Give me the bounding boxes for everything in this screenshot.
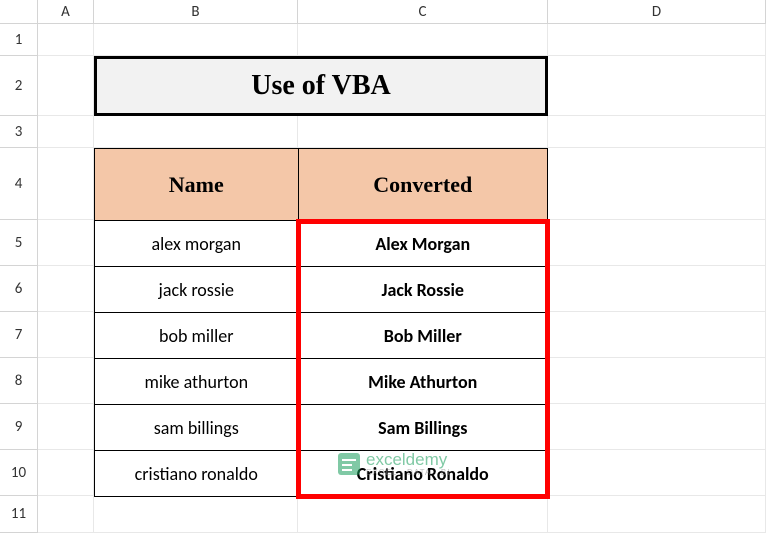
header-name[interactable]: Name xyxy=(95,149,299,221)
cell-converted-text: Cristiano Ronaldo xyxy=(357,463,489,485)
cell-a10[interactable] xyxy=(38,450,94,496)
table-header-row: Name Converted xyxy=(95,149,548,221)
cell-converted-text: Bob Miller xyxy=(384,325,462,347)
cell-converted[interactable]: Alex Morgan xyxy=(298,221,547,267)
table-row: mike athurton Mike Athurton xyxy=(95,359,548,405)
row-header-11[interactable]: 11 xyxy=(0,496,38,533)
col-header-c[interactable]: C xyxy=(298,0,548,24)
title-merged-cell[interactable]: Use of VBA xyxy=(94,56,548,116)
row-header-8[interactable]: 8 xyxy=(0,358,38,404)
row-1: 1 xyxy=(0,24,767,56)
cell-b1[interactable] xyxy=(94,24,298,56)
cell-name[interactable]: alex morgan xyxy=(95,221,299,267)
cell-a7[interactable] xyxy=(38,312,94,358)
col-header-b[interactable]: B xyxy=(94,0,298,24)
cell-a1[interactable] xyxy=(38,24,94,56)
table-row: cristiano ronaldo Cristiano Ronaldo xyxy=(95,451,548,497)
header-converted[interactable]: Converted xyxy=(298,149,547,221)
cell-name-text: alex morgan xyxy=(152,233,241,255)
title-text: Use of VBA xyxy=(251,70,390,102)
cell-name[interactable]: bob miller xyxy=(95,313,299,359)
table-row: bob miller Bob Miller xyxy=(95,313,548,359)
cell-c1[interactable] xyxy=(298,24,548,56)
cell-name[interactable]: jack rossie xyxy=(95,267,299,313)
cell-b3[interactable] xyxy=(94,116,298,148)
cell-d9[interactable] xyxy=(548,404,766,450)
table-row: sam billings Sam Billings xyxy=(95,405,548,451)
cell-d4[interactable] xyxy=(548,148,766,220)
row-header-2[interactable]: 2 xyxy=(0,56,38,116)
cell-a3[interactable] xyxy=(38,116,94,148)
cell-a5[interactable] xyxy=(38,220,94,266)
cell-converted-text: Mike Athurton xyxy=(368,371,477,393)
spreadsheet-grid: A B C D 1 2 3 4 5 6 xyxy=(0,0,767,559)
cell-a9[interactable] xyxy=(38,404,94,450)
cell-converted[interactable]: Cristiano Ronaldo xyxy=(298,451,547,497)
row-header-1[interactable]: 1 xyxy=(0,24,38,56)
header-name-text: Name xyxy=(169,172,224,197)
cell-d11[interactable] xyxy=(548,496,766,533)
cell-name-text: jack rossie xyxy=(159,279,234,301)
cell-converted[interactable]: Bob Miller xyxy=(298,313,547,359)
cell-a11[interactable] xyxy=(38,496,94,533)
row-header-3[interactable]: 3 xyxy=(0,116,38,148)
row-header-4[interactable]: 4 xyxy=(0,148,38,220)
cell-a8[interactable] xyxy=(38,358,94,404)
cell-d10[interactable] xyxy=(548,450,766,496)
cell-name-text: bob miller xyxy=(159,325,233,347)
row-header-10[interactable]: 10 xyxy=(0,450,38,496)
row-11: 11 xyxy=(0,496,767,533)
row-header-5[interactable]: 5 xyxy=(0,220,38,266)
cell-d3[interactable] xyxy=(548,116,766,148)
cell-converted-text: Alex Morgan xyxy=(375,233,470,255)
col-header-a[interactable]: A xyxy=(38,0,94,24)
col-header-d[interactable]: D xyxy=(548,0,766,24)
cell-d7[interactable] xyxy=(548,312,766,358)
cell-name[interactable]: mike athurton xyxy=(95,359,299,405)
table-row: jack rossie Jack Rossie xyxy=(95,267,548,313)
cell-a6[interactable] xyxy=(38,266,94,312)
row-3: 3 xyxy=(0,116,767,148)
cell-converted[interactable]: Mike Athurton xyxy=(298,359,547,405)
cell-a2[interactable] xyxy=(38,56,94,116)
row-header-9[interactable]: 9 xyxy=(0,404,38,450)
cell-converted-text: Jack Rossie xyxy=(382,279,464,301)
select-all-corner[interactable] xyxy=(0,0,38,24)
table-row: alex morgan Alex Morgan xyxy=(95,221,548,267)
cell-converted-text: Sam Billings xyxy=(378,417,467,439)
cell-name-text: mike athurton xyxy=(144,371,248,393)
row-header-7[interactable]: 7 xyxy=(0,312,38,358)
cell-a4[interactable] xyxy=(38,148,94,220)
row-header-6[interactable]: 6 xyxy=(0,266,38,312)
header-converted-text: Converted xyxy=(373,172,472,197)
cell-c3[interactable] xyxy=(298,116,548,148)
cell-d6[interactable] xyxy=(548,266,766,312)
cell-converted[interactable]: Sam Billings xyxy=(298,405,547,451)
cell-name-text: cristiano ronaldo xyxy=(135,463,258,485)
cell-d2[interactable] xyxy=(548,56,766,116)
cell-b11[interactable] xyxy=(94,496,298,533)
cell-name[interactable]: cristiano ronaldo xyxy=(95,451,299,497)
cell-converted[interactable]: Jack Rossie xyxy=(298,267,547,313)
cell-d8[interactable] xyxy=(548,358,766,404)
cell-c11[interactable] xyxy=(298,496,548,533)
data-table: Name Converted alex morgan Alex Morgan j… xyxy=(94,148,548,497)
cell-name[interactable]: sam billings xyxy=(95,405,299,451)
column-headers-row: A B C D xyxy=(0,0,767,24)
cell-d5[interactable] xyxy=(548,220,766,266)
cell-d1[interactable] xyxy=(548,24,766,56)
cell-name-text: sam billings xyxy=(154,417,239,439)
